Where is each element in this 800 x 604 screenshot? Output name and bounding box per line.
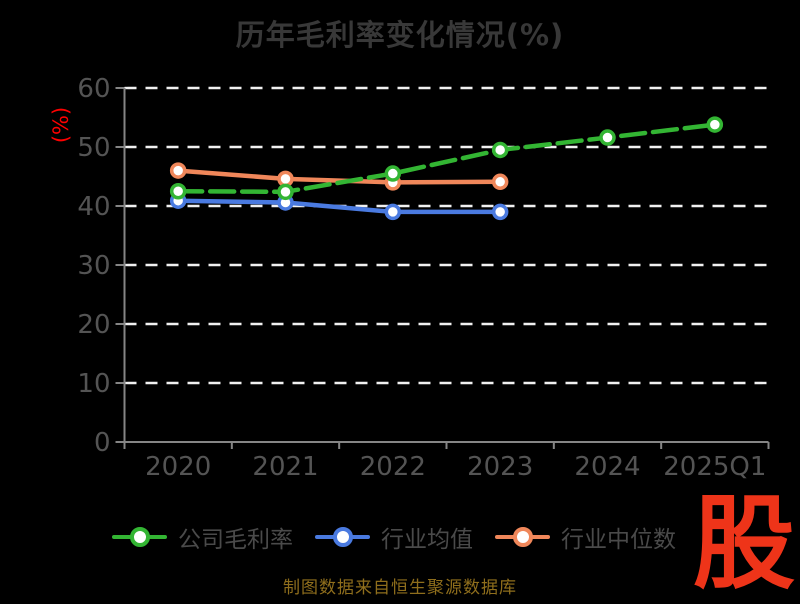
legend: 公司毛利率 行业均值 行业中位数: [112, 520, 676, 554]
svg-text:20: 20: [77, 310, 110, 340]
svg-text:2024: 2024: [574, 452, 640, 482]
legend-label: 公司毛利率: [178, 527, 293, 553]
svg-text:2025Q1: 2025Q1: [663, 452, 766, 482]
brand-logo-gu: 股: [693, 485, 795, 604]
legend-item-company-gross-margin[interactable]: 公司毛利率: [112, 520, 293, 554]
svg-text:60: 60: [77, 74, 110, 104]
data-source-note: 制图数据来自恒生聚源数据库: [283, 578, 517, 598]
chart-title: 历年毛利率变化情况(%): [235, 18, 565, 52]
svg-text:0: 0: [94, 428, 111, 458]
svg-text:2020: 2020: [145, 452, 211, 482]
svg-text:30: 30: [77, 251, 110, 281]
svg-text:2023: 2023: [467, 452, 533, 482]
legend-marker-icon: [112, 526, 167, 548]
line-series-0: [169, 116, 724, 201]
svg-text:50: 50: [77, 133, 110, 163]
legend-label: 行业均值: [381, 527, 473, 553]
legend-label: 行业中位数: [561, 527, 676, 553]
svg-text:10: 10: [77, 369, 110, 399]
line-series-1: [169, 192, 509, 221]
svg-text:40: 40: [77, 192, 110, 222]
svg-text:2022: 2022: [360, 452, 426, 482]
svg-text:2021: 2021: [252, 452, 318, 482]
line-series-2: [169, 162, 509, 191]
legend-marker-icon: [315, 526, 370, 548]
legend-item-industry-median[interactable]: 行业中位数: [495, 520, 676, 554]
legend-item-industry-mean[interactable]: 行业均值: [315, 520, 473, 554]
legend-marker-icon: [495, 526, 550, 548]
